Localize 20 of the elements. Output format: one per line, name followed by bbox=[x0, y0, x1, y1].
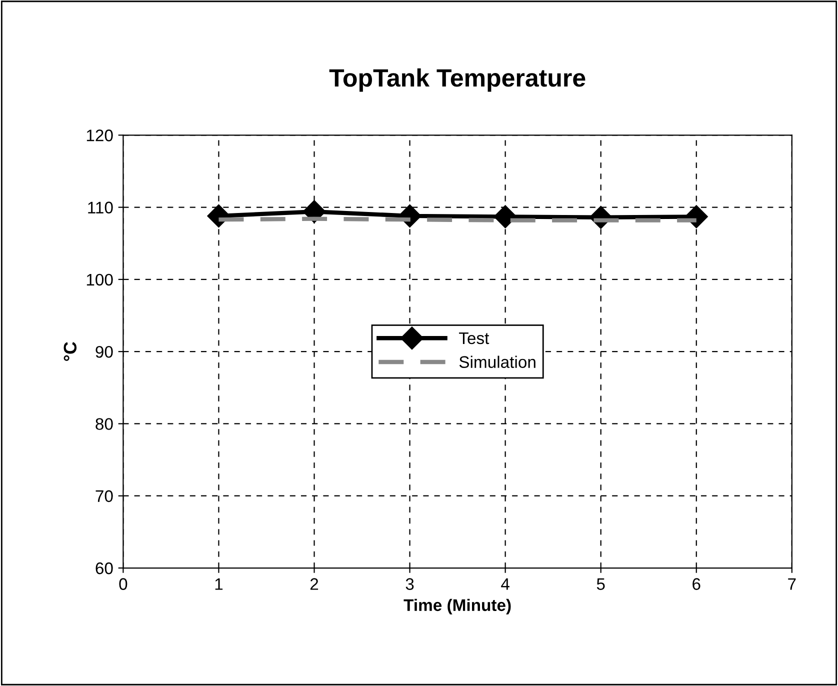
x-tick-label: 7 bbox=[788, 578, 796, 590]
y-tick-label: 120 bbox=[86, 130, 113, 142]
y-tick-label: 90 bbox=[96, 346, 113, 358]
y-axis-title: °C bbox=[64, 342, 77, 361]
y-tick-label: 80 bbox=[96, 418, 113, 430]
x-tick-label: 6 bbox=[692, 578, 700, 590]
y-tick-label: 60 bbox=[96, 562, 113, 574]
x-tick-label: 4 bbox=[501, 578, 510, 590]
x-axis-title: Time (Minute) bbox=[404, 598, 511, 614]
x-tick-label: 5 bbox=[596, 578, 605, 590]
legend-label: Simulation bbox=[459, 356, 536, 368]
y-tick-label: 70 bbox=[96, 490, 113, 502]
x-tick-label: 0 bbox=[119, 578, 128, 590]
y-tick-label: 100 bbox=[86, 274, 113, 286]
x-tick-label: 1 bbox=[215, 578, 223, 590]
legend-label: Test bbox=[459, 332, 490, 344]
x-tick-label: 3 bbox=[406, 578, 414, 590]
chart-title: TopTank Temperature bbox=[329, 68, 586, 92]
x-tick-label: 2 bbox=[310, 578, 318, 590]
y-tick-label: 110 bbox=[88, 202, 113, 214]
